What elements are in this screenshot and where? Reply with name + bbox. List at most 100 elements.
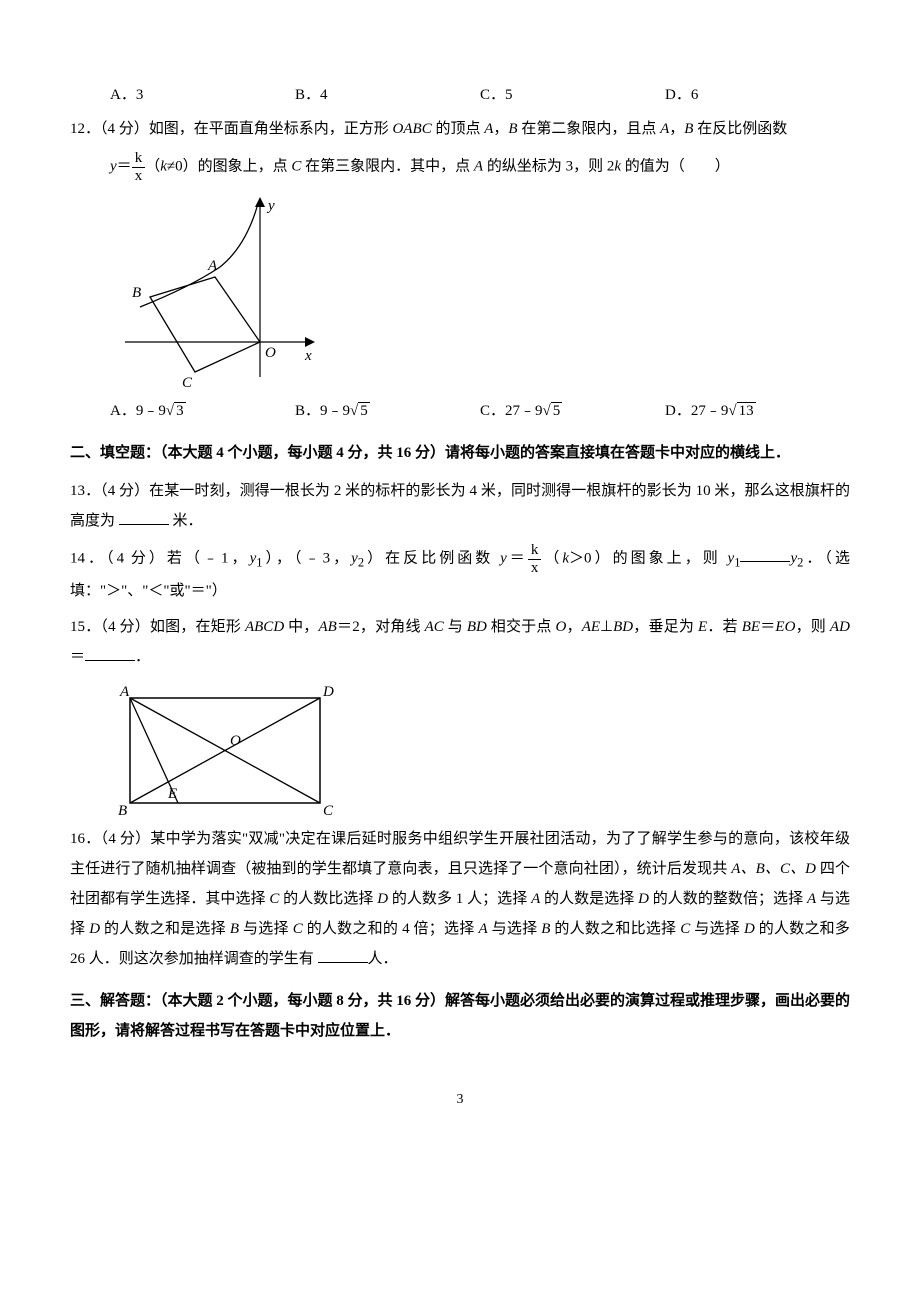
section2-title: 二、填空题：（本大题 4 个小题，每小题 4 分，共 16 分）请将每小题的答案… (70, 438, 850, 468)
q15-ad: AD (830, 619, 850, 635)
q16-d4: D (744, 921, 755, 937)
q12-eq: ＝ (117, 158, 132, 174)
q12-t9: 在第三象限内．其中，点 (301, 158, 474, 174)
q12-options: A．9﹣9√3 B．9﹣9√5 C．27﹣9√5 D．27﹣9√13 (70, 396, 850, 426)
q14: 14．（4 分）若（﹣1，y1），（﹣3，y2）在反比例函数 y＝kx（k＞0）… (70, 542, 850, 606)
q12-label-y: y (266, 198, 275, 214)
page-number: 3 (70, 1086, 850, 1114)
q16-a2: A (807, 891, 816, 907)
q12-label-C: C (182, 375, 193, 391)
q12-optD: D．27﹣9√13 (665, 396, 850, 426)
q12-t5: ， (669, 121, 684, 137)
q15-t13: ． (135, 649, 150, 665)
q15-ae: AE (582, 619, 600, 635)
optA-rad: 3 (174, 402, 186, 419)
q16: 16．（4 分）某中学为落实"双减"决定在课后延时服务中组织学生开展社团活动，为… (70, 824, 850, 974)
optD-v1: 27﹣9 (691, 403, 729, 419)
q15-label-B: B (118, 803, 127, 819)
q15-blank (85, 646, 135, 661)
q12-optA: A．9﹣9√3 (110, 396, 295, 426)
optC-label: C． (480, 87, 505, 103)
q12: 12．（4 分）如图，在平面直角坐标系内，正方形 OABC 的顶点 A，B 在第… (70, 114, 850, 144)
q15-t5: 相交于点 (487, 619, 556, 635)
q15-label-E: E (167, 786, 177, 802)
optD-sqrt: √13 (728, 396, 755, 426)
q12-t1: 如图，在平面直角坐标系内，正方形 (149, 121, 393, 137)
q16-d2: D (638, 891, 649, 907)
q15-points: （4 分） (100, 619, 150, 635)
optD-label: D． (665, 87, 691, 103)
q14-points: （4 分） (106, 550, 167, 566)
q11-optA: A．3 (110, 80, 295, 110)
q12-t3: ， (493, 121, 508, 137)
q11-optB: B．4 (295, 80, 480, 110)
optA-v1: 9﹣9 (136, 403, 166, 419)
q12-oabc: OABC (393, 121, 432, 137)
q12-num: 12． (70, 121, 100, 137)
q12-diagram: y x O A B C (110, 192, 850, 392)
q15-label-D: D (322, 684, 334, 700)
q14-frac: kx (528, 542, 542, 576)
q14-t1: 若（﹣1， (167, 550, 250, 566)
q15-t9: ．若 (707, 619, 742, 635)
q14-t4: （ (541, 550, 562, 566)
q15-ac: AC (425, 619, 444, 635)
q12-frac: kx (132, 150, 146, 184)
q15-be: BE (742, 619, 760, 635)
q15-abcd: ABCD (245, 619, 284, 635)
optD-rad: 13 (737, 402, 756, 419)
q13: 13．（4 分）在某一时刻，测得一根长为 2 米的标杆的影长为 4 米，同时测得… (70, 476, 850, 536)
q15-label-C: C (323, 803, 334, 819)
optA-val: 3 (136, 87, 144, 103)
q12-t10: 的纵坐标为 3，则 2 (483, 158, 614, 174)
q12-optC: C．27﹣9√5 (480, 396, 665, 426)
q12-k2: k (614, 158, 621, 174)
q15-bd2: BD (613, 619, 633, 635)
optB-label: B． (295, 403, 320, 419)
q12-t7: （ (145, 158, 160, 174)
q13-t2: 米． (169, 513, 203, 529)
q13-num: 13． (70, 483, 100, 499)
q16-t6: 的人数的整数倍；选择 (649, 891, 807, 907)
q12-t11: 的值为（ ） (621, 158, 730, 174)
q16-t13: 与选择 (690, 921, 744, 937)
q15-t10: ＝ (760, 619, 775, 635)
q16-c1: C (269, 891, 279, 907)
q12-A2: A (660, 121, 669, 137)
q15-t2: 中， (284, 619, 318, 635)
q14-blank (740, 547, 790, 562)
optA-label: A． (110, 87, 136, 103)
q15-t7: ⊥ (600, 619, 613, 635)
q15-t8: ，垂足为 (633, 619, 698, 635)
q12-ft: k (132, 150, 146, 168)
q16-a1: A (531, 891, 540, 907)
q15: 15．（4 分）如图，在矩形 ABCD 中，AB＝2，对角线 AC 与 BD 相… (70, 612, 850, 672)
q15-svg: A D B C O E (110, 680, 340, 820)
q15-t12: ＝ (70, 649, 85, 665)
q16-abcd: A、B、C、D (731, 861, 816, 877)
q14-y2: y (351, 550, 358, 566)
q14-t3: ）在反比例函数 (364, 550, 500, 566)
q15-eo: EO (775, 619, 795, 635)
q15-e: E (698, 619, 707, 635)
q14-fb: x (528, 560, 542, 577)
optC-sqrt: √5 (543, 396, 563, 426)
optD-label: D． (665, 403, 691, 419)
q16-points: （4 分） (101, 831, 151, 847)
q12-C1: C (291, 158, 301, 174)
optD-val: 6 (691, 87, 699, 103)
q15-t1: 如图，在矩形 (150, 619, 245, 635)
optC-rad: 5 (551, 402, 563, 419)
q16-t11: 与选择 (488, 921, 542, 937)
q15-ab: AB (318, 619, 336, 635)
q11-options: A．3 B．4 C．5 D．6 (70, 80, 850, 110)
q15-label-O: O (230, 733, 241, 749)
q12-t2: 的顶点 (432, 121, 485, 137)
q14-eq: ＝ (507, 550, 528, 566)
optB-v1: 9﹣9 (320, 403, 350, 419)
q16-t9: 与选择 (239, 921, 293, 937)
q16-a3: A (478, 921, 487, 937)
q12-optB: B．9﹣9√5 (295, 396, 480, 426)
q12-line2: y＝kx（k≠0）的图象上，点 C 在第三象限内．其中，点 A 的纵坐标为 3，… (70, 150, 850, 184)
q16-t10: 的人数之和的 4 倍；选择 (303, 921, 479, 937)
